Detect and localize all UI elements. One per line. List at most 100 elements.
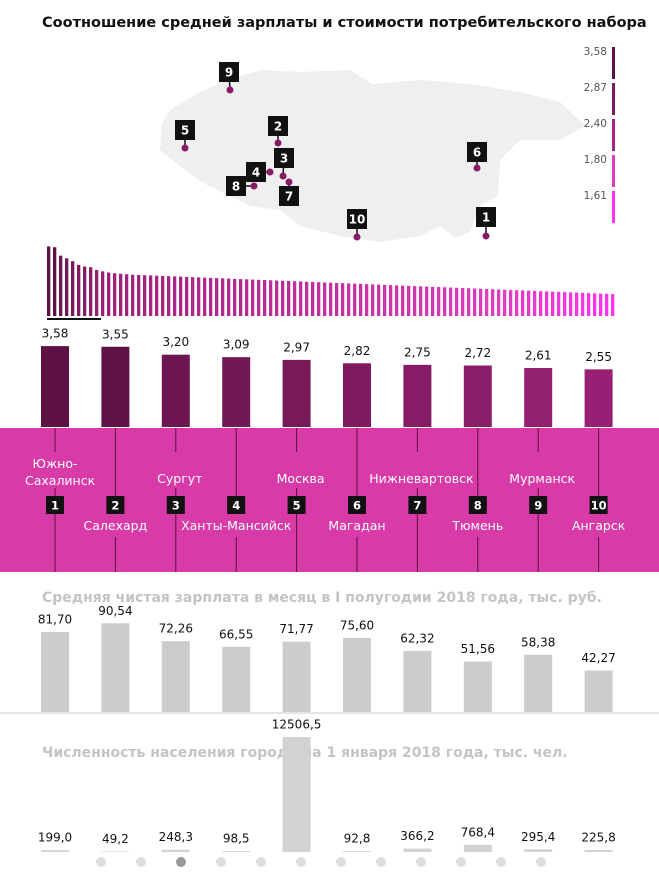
overview-bar [413,286,417,316]
city-number: 10 [591,499,607,513]
legend-label: 2,87 [584,82,607,94]
marker-number: 9 [225,66,233,80]
overview-bar [293,281,297,316]
number-box [468,496,487,514]
number-box [529,496,548,514]
marker-box [279,186,299,206]
salary-bar [282,641,311,712]
ratio-bar [584,369,613,427]
salary-bar [343,637,371,712]
overview-bar [71,261,75,316]
salary-label: 58,38 [521,635,555,649]
overview-bar [209,277,213,316]
legend-swatch [612,119,615,151]
marker-dot [353,233,361,241]
legend-label: 2,40 [584,118,607,130]
ratio-label: 2,97 [283,340,310,354]
ratio-bar [101,346,130,427]
number-box [287,496,306,514]
city-name: Москва [276,471,325,486]
city-number: 8 [474,499,482,513]
overview-bar [233,278,237,316]
overview-bar [245,279,249,316]
overview-bar [503,289,507,316]
population-label: 49,2 [102,832,129,846]
overview-bar [497,289,501,316]
marker-box [467,142,487,162]
band [0,428,659,572]
marker-number: 6 [473,146,481,160]
overview-bar [317,282,321,316]
ratio-bar [343,363,371,427]
salary-label: 90,54 [98,604,132,618]
salary-label: 62,32 [400,631,434,645]
overview-bar [119,273,123,316]
overview-bar [455,287,459,316]
marker-dot [266,168,274,176]
overview-bar [329,282,333,316]
overview-bar [359,283,363,316]
overview-bar [149,275,153,316]
salary-label: 71,77 [279,622,313,636]
map [160,70,585,242]
overview-bar [275,280,279,316]
overview-bar [425,286,429,316]
salary-label: 42,27 [581,651,615,665]
overview-bar [353,283,357,316]
number-box [348,496,366,514]
overview-bar [83,266,87,316]
city-name: Ангарск [571,518,626,533]
overview-bar [167,276,171,316]
overview-bar [239,279,243,316]
city-name: Нижневартовск [369,471,474,486]
overview-bar [251,279,255,316]
overview-bar [377,284,381,316]
overview-bar [227,278,231,316]
ratio-bar [463,365,492,427]
overview-bar [161,275,165,316]
ratio-label: 3,55 [102,327,129,341]
overview-bar [107,272,111,316]
salary-bar [101,623,130,712]
number-box [166,496,185,514]
marker-number: 4 [252,166,260,180]
ratio-bar [41,346,69,427]
overview-bar [479,288,483,316]
marker-box [246,162,266,182]
overview-bar [305,281,309,316]
marker-box [175,120,195,140]
marker-number: 7 [285,190,293,204]
overview-bar [581,292,585,316]
salary-label: 75,60 [340,618,374,632]
number-box [106,496,125,514]
ratio-bar [403,364,432,427]
ratio-bar [524,368,553,427]
title: Соотношение средней зарплаты и стоимости… [42,15,647,31]
ratio-label: 2,72 [464,346,491,360]
marker-dot [482,232,490,240]
ratio-label: 2,75 [404,345,431,359]
overview-bar [401,285,405,316]
legend-swatch [612,191,615,223]
marker-box [219,62,239,82]
overview-bar [197,277,201,316]
overview-bar [347,283,351,316]
population-label: 768,4 [461,825,495,839]
overview-bar [131,274,135,316]
overview-bar [263,280,267,316]
overview-bar [113,273,117,316]
marker-box [347,209,367,229]
marker-box [274,148,294,168]
salary-bar [41,631,69,712]
overview-bar [389,285,393,316]
number-box [227,496,246,514]
population-bar [161,849,190,852]
overview-bar [593,293,597,316]
overview-bar [407,285,411,316]
overview-bar [125,274,129,316]
marker-number: 10 [349,213,366,227]
ratio-bar [222,357,251,427]
overview-bar [527,290,531,316]
overview-bar [323,282,327,316]
